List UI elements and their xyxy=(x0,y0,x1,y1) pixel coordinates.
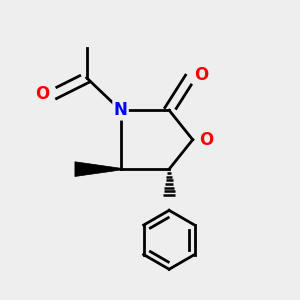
Text: O: O xyxy=(35,85,50,103)
Text: O: O xyxy=(194,66,209,84)
Polygon shape xyxy=(75,162,121,176)
Text: O: O xyxy=(199,131,213,149)
Text: N: N xyxy=(114,101,128,119)
